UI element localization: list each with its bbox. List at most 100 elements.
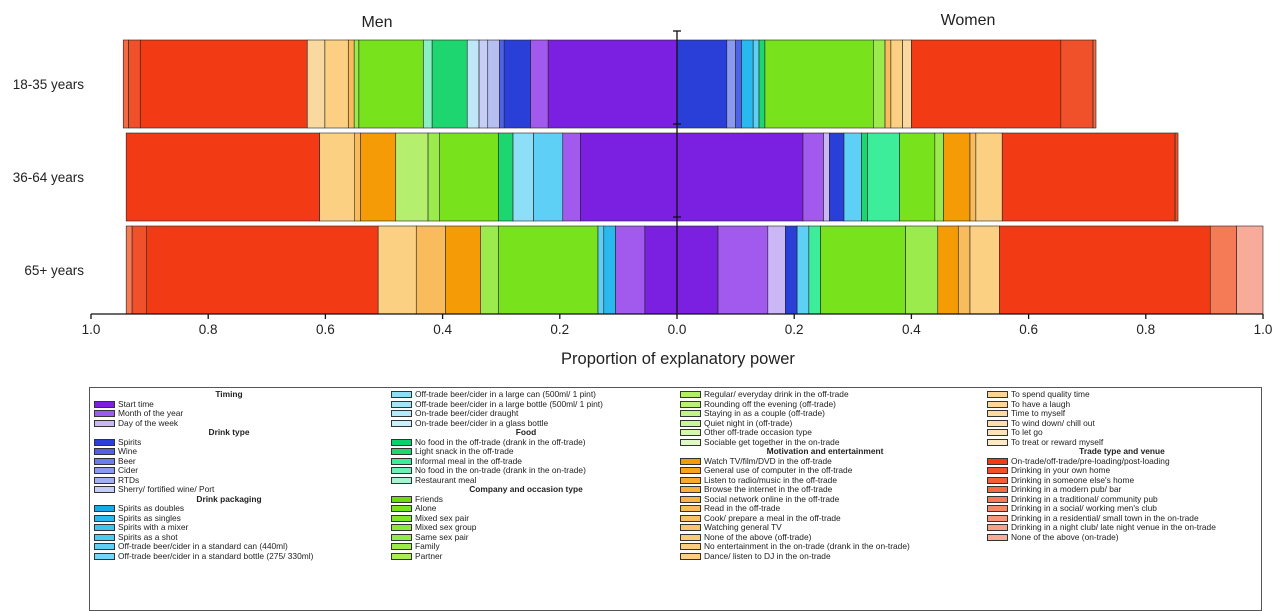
legend-item: RTDs — [94, 475, 364, 486]
x-axis-label: Proportion of explanatory power — [561, 350, 795, 368]
legend-swatch — [987, 524, 1008, 532]
bar-women-row0-seg0 — [676, 39, 728, 129]
x-tick-label: 0.2 — [550, 322, 569, 337]
bar-men-row0-seg9 — [358, 39, 424, 129]
legend-item: To have a laugh — [987, 399, 1257, 410]
bar-women-row1-seg2 — [823, 132, 830, 222]
bar-women-row1-seg8 — [934, 132, 944, 222]
bar-men-row1-seg5 — [439, 132, 499, 222]
legend-item: Drinking in a traditional/ community pub — [987, 494, 1257, 505]
x-tick-label: 1.0 — [1254, 322, 1273, 337]
bar-women-row2-seg7 — [905, 225, 939, 315]
bar-women-row0-seg6 — [764, 39, 874, 129]
legend-item: None of the above (off-trade) — [680, 532, 970, 543]
legend-swatch — [680, 524, 701, 532]
legend-swatch — [94, 457, 115, 465]
legend-item: Start time — [94, 399, 364, 410]
legend-swatch — [680, 505, 701, 513]
bar-women-row2-seg6 — [820, 225, 906, 315]
bar-men-row2-seg7 — [415, 225, 446, 315]
legend-label: Regular/ everyday drink in the off-trade — [704, 389, 849, 399]
legend-swatch — [391, 533, 412, 541]
legend-item: Spirits as a shot — [94, 531, 364, 543]
legend-item: Drinking in someone else's home — [987, 474, 1257, 486]
legend-label: Staying in as a couple (off-trade) — [704, 408, 825, 418]
bar-men-row0-seg3 — [499, 39, 505, 129]
legend-label: Spirits as a shot — [118, 531, 178, 542]
bar-women-row0-seg8 — [884, 39, 892, 129]
legend-item: Light snack in the off-trade — [391, 446, 661, 457]
legend-item: Alone — [391, 503, 661, 514]
legend-label: To spend quality time — [1011, 389, 1090, 399]
legend-label: Cook/ prepare a meal in the off-trade — [704, 512, 841, 523]
legend-swatch — [680, 476, 701, 484]
legend-label: To wind down/ chill out — [1011, 417, 1095, 428]
legend-item: Family — [391, 541, 661, 552]
legend-swatch — [391, 514, 412, 522]
legend-swatch — [94, 410, 115, 418]
legend-swatch — [391, 391, 412, 399]
legend-swatch — [391, 476, 412, 484]
legend-item: No entertainment in the on-trade (drank … — [680, 541, 970, 552]
legend-swatch — [987, 391, 1008, 399]
legend-swatch — [987, 505, 1008, 513]
legend-label: Watch TV/film/DVD in the off-trade — [704, 455, 832, 466]
legend-label: Other off-trade occasion type — [704, 427, 812, 437]
legend-group-header: Food — [391, 427, 661, 438]
legend-item: Mixed sex group — [391, 522, 661, 533]
legend-label: Spirits as doubles — [118, 503, 185, 513]
legend-label: Light snack in the off-trade — [415, 446, 514, 456]
legend-label: General use of computer in the off-trade — [704, 465, 853, 475]
legend-label: Food — [515, 427, 537, 437]
legend-swatch — [94, 400, 115, 408]
bar-women-row1-seg1 — [802, 132, 824, 222]
legend-label: Spirits as singles — [118, 512, 181, 523]
bar-men-row0-seg11 — [347, 39, 355, 129]
bar-women-row0-seg9 — [890, 39, 903, 129]
legend-label: To let go — [1011, 427, 1043, 437]
bar-women-row2-seg4 — [796, 225, 810, 315]
bar-men-row1-seg1 — [562, 132, 581, 222]
bar-men-row1-seg6 — [427, 132, 440, 222]
legend-label: None of the above (on-trade) — [1011, 531, 1119, 542]
category-label: 65+ years — [24, 263, 84, 278]
bar-women-row2-seg1 — [717, 225, 769, 315]
bar-men-row2-seg10 — [131, 225, 147, 315]
legend-label: Off-trade beer/cider in a large bottle (… — [415, 398, 603, 409]
bar-men-row0-seg0 — [547, 39, 678, 129]
legend-swatch — [680, 419, 701, 427]
legend-column: Regular/ everyday drink in the off-trade… — [680, 389, 970, 561]
legend-label: Informal meal in the off-trade — [415, 455, 522, 466]
bar-women-row0-seg13 — [1092, 39, 1097, 129]
bar-women-row0-seg1 — [726, 39, 736, 129]
bar-women-row2-seg5 — [808, 225, 821, 315]
legend-label: Listen to radio/music in the off-trade — [704, 474, 837, 485]
bar-women-row2-seg13 — [1236, 225, 1264, 315]
legend-label: Browse the internet in the off-trade — [704, 484, 833, 494]
legend-item: Listen to radio/music in the off-trade — [680, 474, 970, 486]
legend-item: To wind down/ chill out — [987, 417, 1257, 429]
legend-swatch — [987, 429, 1008, 437]
legend-label: Social network online in the off-trade — [704, 493, 840, 504]
legend-item: On-trade/off-trade/pre-loading/post-load… — [987, 456, 1257, 467]
legend-label: Drinking in someone else's home — [1011, 474, 1135, 485]
legend-swatch — [94, 543, 115, 551]
bar-men-row1-seg4 — [497, 132, 514, 222]
legend-group-header: Company and occasion type — [391, 484, 661, 495]
bar-men-row0-seg2 — [503, 39, 531, 129]
bar-men-row1-seg2 — [533, 132, 564, 222]
legend-swatch — [391, 543, 412, 551]
legend-item: No food in the off-trade (drank in the o… — [391, 436, 661, 448]
bar-men-row0-seg16 — [122, 39, 129, 129]
bar-men-row1-seg3 — [512, 132, 534, 222]
bar-men-row2-seg8 — [377, 225, 417, 315]
legend-label: No food in the off-trade (drank in the o… — [415, 436, 586, 447]
legend-item: Sociable get together in the on-trade — [680, 437, 970, 448]
legend-swatch — [94, 552, 115, 560]
bar-women-row1-seg0 — [676, 132, 804, 222]
legend-item: Staying in as a couple (off-trade) — [680, 408, 970, 419]
bar-men-row0-seg7 — [431, 39, 468, 129]
legend-swatch — [987, 419, 1008, 427]
legend-label: Drinking in a residential/ small town in… — [1011, 512, 1199, 523]
bar-women-row0-seg7 — [873, 39, 886, 129]
